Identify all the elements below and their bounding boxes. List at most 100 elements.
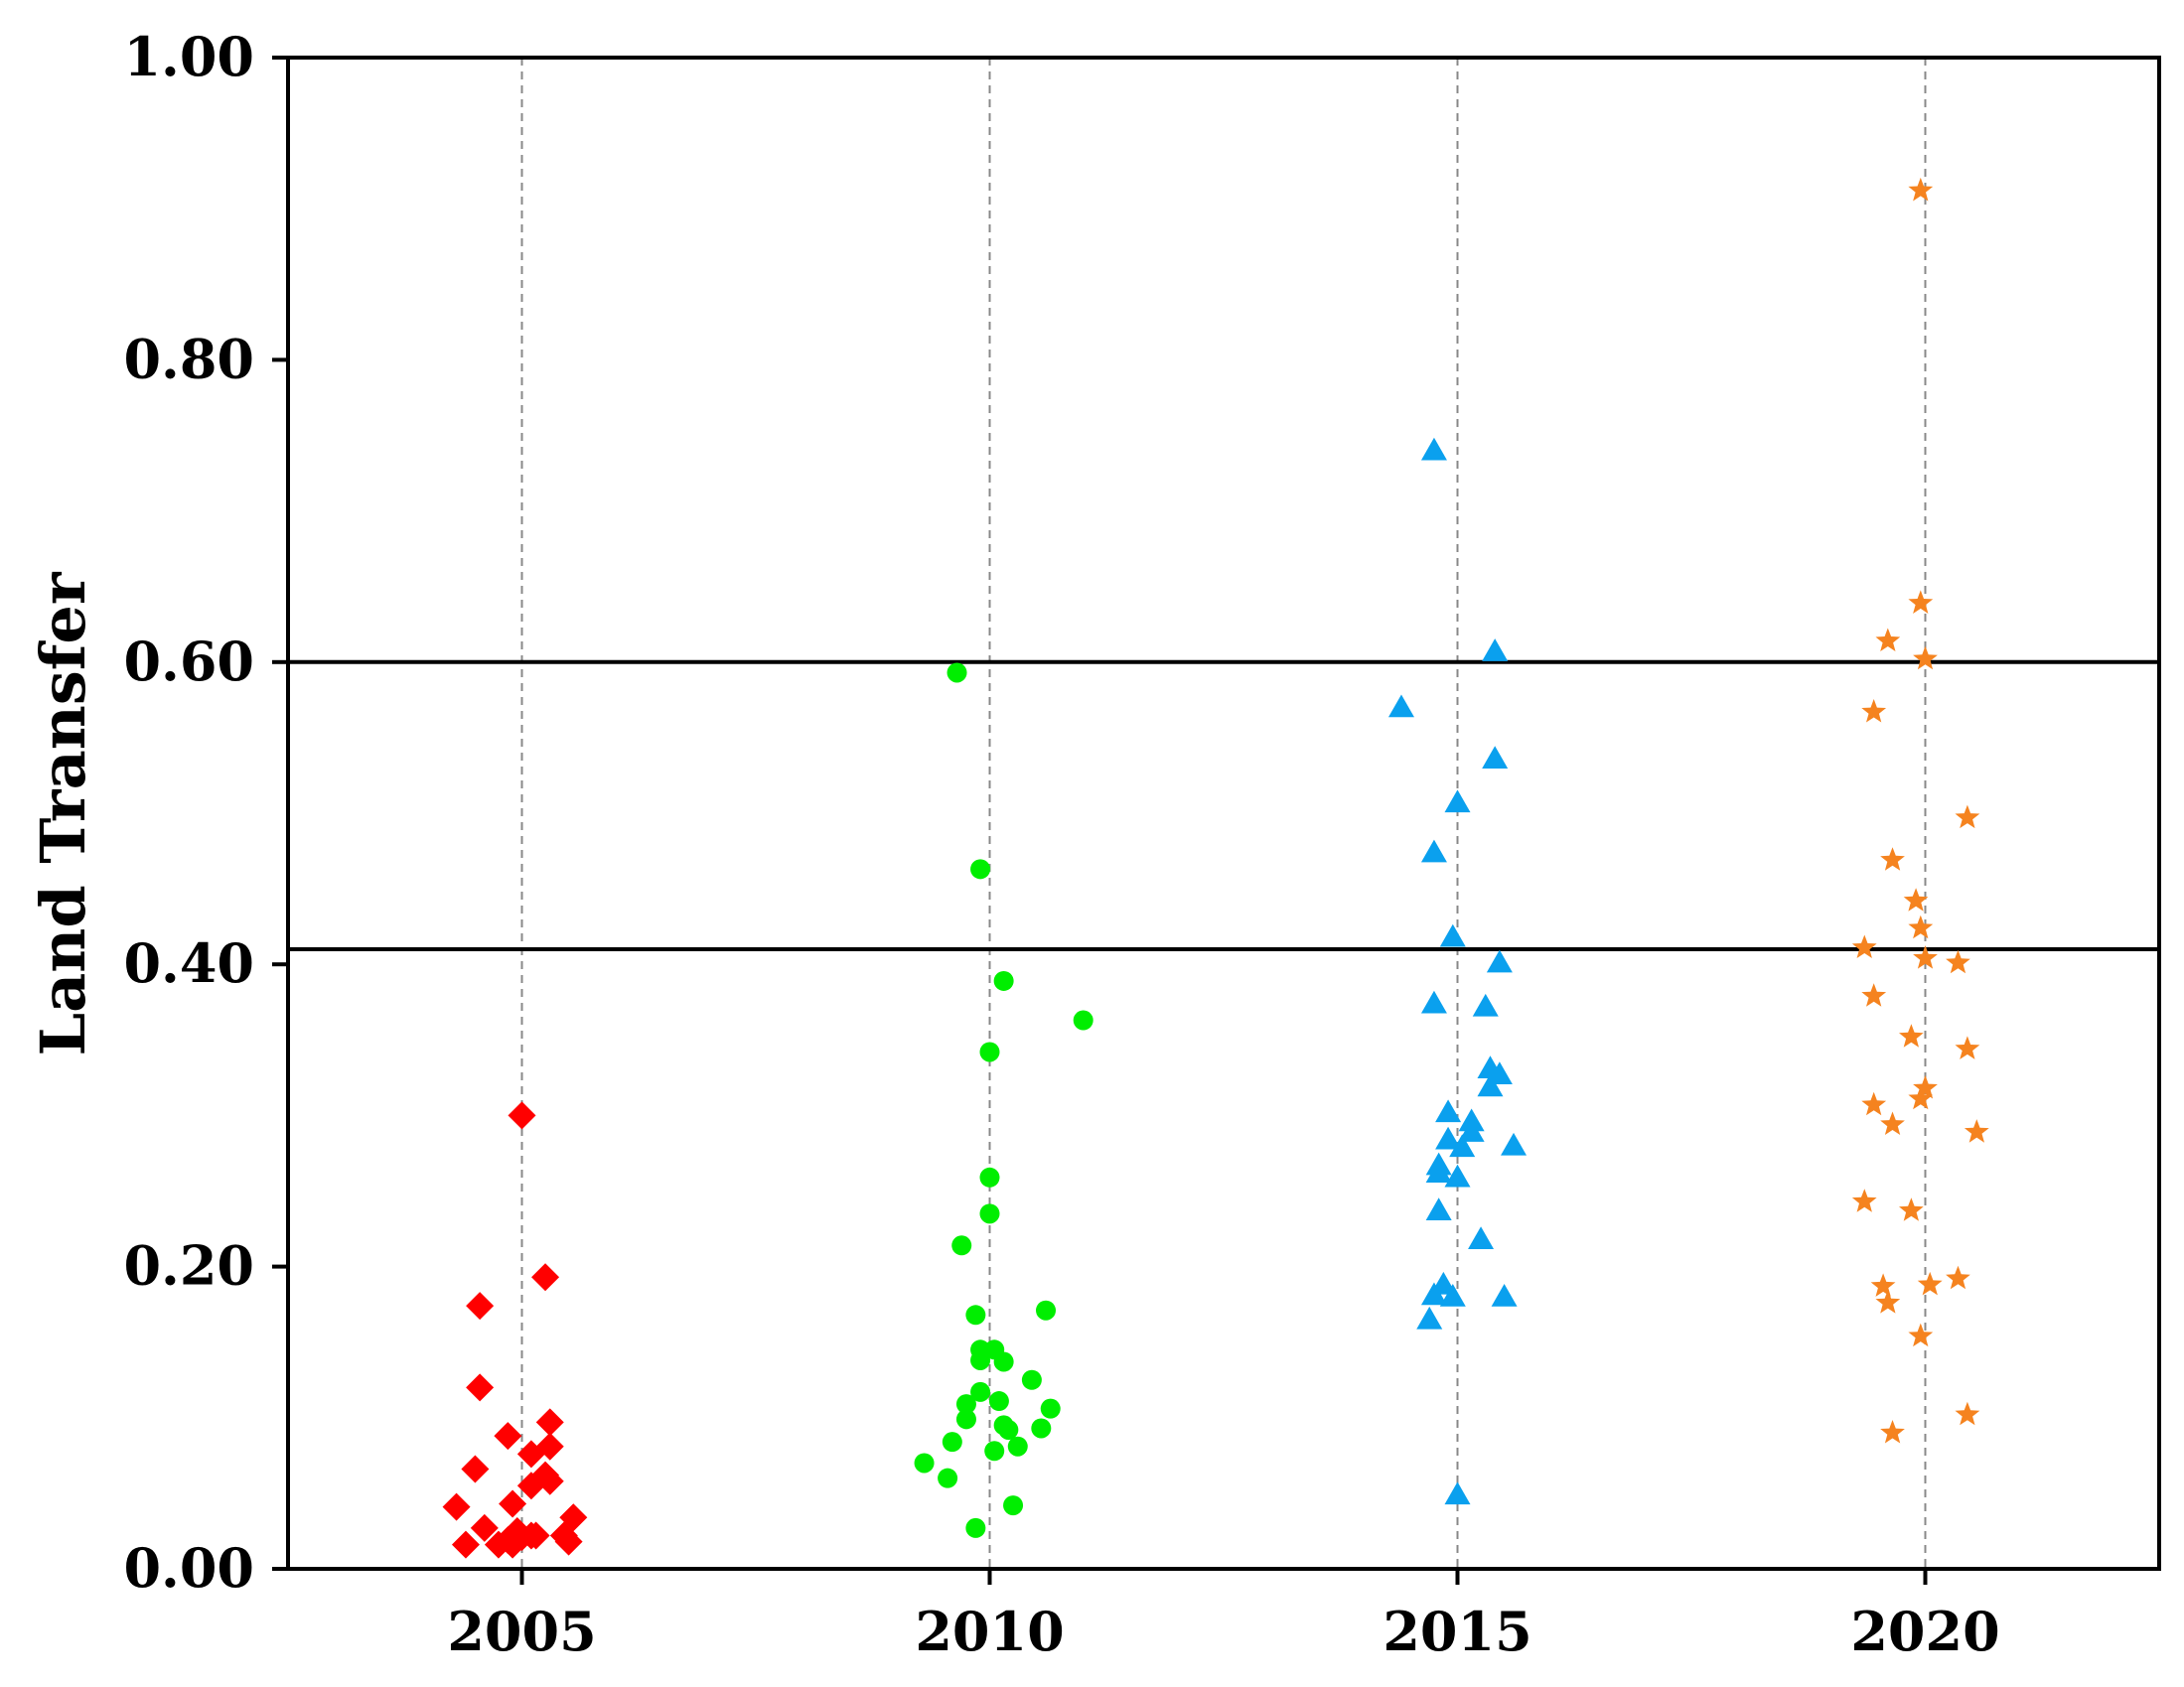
point-2005-26 — [451, 1530, 480, 1559]
point-2020-1 — [1908, 177, 1934, 202]
y-tick-label-0.60: 0.60 — [123, 630, 254, 693]
point-2010-10 — [965, 1305, 986, 1326]
x-tick-label-2005: 2005 — [447, 1600, 596, 1663]
point-2020-11 — [1913, 945, 1938, 969]
point-2020-16 — [1913, 1075, 1938, 1099]
point-2020-28 — [1955, 1401, 1980, 1426]
point-2020-23 — [1946, 1265, 1970, 1290]
point-2005-23 — [521, 1521, 550, 1550]
point-2015-23 — [1425, 1197, 1452, 1221]
point-2010-25 — [1007, 1436, 1028, 1457]
y-axis-title: Land Transfer — [27, 571, 99, 1055]
point-2020-25 — [1870, 1273, 1896, 1297]
point-2005-5 — [535, 1408, 564, 1437]
point-2015-27 — [1439, 1284, 1466, 1307]
point-2005-9 — [461, 1455, 490, 1483]
point-2020-21 — [1851, 1189, 1877, 1212]
point-2020-8 — [1903, 888, 1929, 912]
point-2015-16 — [1458, 1119, 1485, 1142]
data-points — [442, 177, 1989, 1559]
point-2010-15 — [1021, 1369, 1042, 1390]
point-2020-6 — [1955, 804, 1980, 829]
point-2010-16 — [970, 1381, 991, 1402]
point-2010-27 — [914, 1453, 935, 1474]
point-2005-16 — [470, 1513, 499, 1542]
point-2005-25 — [499, 1530, 527, 1559]
point-2020-9 — [1908, 914, 1934, 939]
point-2015-29 — [1416, 1306, 1443, 1330]
y-tick-label-0.00: 0.00 — [123, 1536, 254, 1600]
point-2010-17 — [988, 1391, 1009, 1412]
point-2020-13 — [1861, 983, 1887, 1007]
x-tick-label-2010: 2010 — [915, 1600, 1064, 1663]
point-2010-22 — [998, 1419, 1019, 1440]
plot-frame — [286, 56, 2161, 1571]
point-2015-9 — [1420, 990, 1447, 1014]
point-2015-17 — [1435, 1126, 1462, 1150]
point-2020-2 — [1908, 590, 1934, 614]
point-2020-15 — [1955, 1036, 1980, 1059]
point-2020-17 — [1908, 1085, 1934, 1110]
point-2015-2 — [1482, 638, 1509, 661]
point-2015-28 — [1491, 1284, 1518, 1307]
point-2020-26 — [1875, 1290, 1901, 1314]
point-2010-19 — [1040, 1398, 1061, 1419]
point-2020-20 — [1964, 1119, 1989, 1143]
point-2015-24 — [1468, 1226, 1495, 1249]
point-2015-7 — [1439, 923, 1466, 947]
point-2010-13 — [993, 1351, 1014, 1372]
point-2005-3 — [466, 1292, 495, 1321]
point-2015-8 — [1486, 949, 1513, 973]
point-2015-10 — [1472, 993, 1499, 1017]
point-2010-1 — [946, 662, 967, 683]
point-2005-13 — [442, 1492, 471, 1521]
point-2005-12 — [516, 1472, 545, 1500]
point-2005-1 — [508, 1101, 536, 1130]
point-2005-24 — [554, 1527, 583, 1556]
point-2010-8 — [951, 1235, 972, 1256]
point-2020-19 — [1880, 1111, 1905, 1135]
reference-lines — [288, 659, 2159, 951]
point-2015-14 — [1435, 1099, 1462, 1123]
point-2015-19 — [1449, 1134, 1476, 1158]
point-2020-29 — [1880, 1420, 1905, 1444]
axes: 2005 2010 2015 2020 0.00 0.20 0.40 0.60 0.80 1.00 — [123, 25, 1999, 1663]
x-tick-label-2015: 2015 — [1383, 1600, 1531, 1663]
point-2015-26 — [1420, 1282, 1447, 1306]
point-2010-26 — [984, 1441, 1005, 1462]
point-2015-5 — [1444, 789, 1471, 813]
point-2015-18 — [1501, 1132, 1528, 1156]
point-2005-22 — [484, 1530, 512, 1559]
point-2020-12 — [1946, 949, 1970, 974]
grid-lines — [520, 58, 1927, 1569]
y-tick-label-0.20: 0.20 — [123, 1234, 254, 1298]
point-2015-1 — [1420, 437, 1447, 461]
point-2015-12 — [1486, 1061, 1513, 1085]
point-2010-7 — [979, 1203, 1000, 1224]
point-2005-8 — [516, 1440, 545, 1469]
point-2020-22 — [1899, 1197, 1924, 1221]
point-2015-13 — [1477, 1073, 1504, 1097]
point-2010-3 — [993, 970, 1014, 991]
y-tick-label-1.00: 1.00 — [123, 25, 254, 88]
point-2015-21 — [1425, 1160, 1452, 1183]
point-2010-4 — [1073, 1010, 1093, 1031]
point-2010-23 — [1031, 1418, 1052, 1439]
point-2015-22 — [1444, 1164, 1471, 1188]
point-2005-2 — [531, 1263, 560, 1292]
y-tick-label-0.80: 0.80 — [123, 327, 254, 390]
point-2005-6 — [494, 1422, 522, 1451]
point-2010-2 — [970, 859, 991, 880]
x-tick-label-2020: 2020 — [1850, 1600, 1999, 1663]
point-2020-3 — [1875, 628, 1901, 651]
point-2020-18 — [1861, 1091, 1887, 1116]
point-2010-24 — [942, 1432, 962, 1453]
point-2015-6 — [1420, 839, 1447, 863]
point-2010-14 — [970, 1349, 991, 1370]
point-2010-5 — [979, 1042, 1000, 1062]
point-2005-14 — [499, 1489, 527, 1518]
point-2010-30 — [965, 1517, 986, 1538]
point-2005-11 — [535, 1467, 564, 1495]
point-2020-27 — [1908, 1323, 1934, 1347]
